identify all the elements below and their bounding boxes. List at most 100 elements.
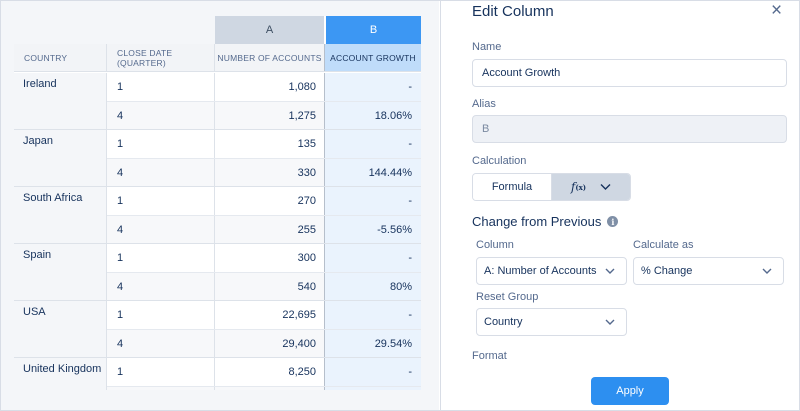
apply-button[interactable]: Apply xyxy=(591,377,669,405)
table-row[interactable]: 1 1,080- xyxy=(107,73,421,101)
growth-cell[interactable]: - xyxy=(325,244,421,272)
table-row[interactable]: 1 270- xyxy=(107,187,421,215)
accounts-cell[interactable] xyxy=(215,387,325,390)
country-cell[interactable]: USA xyxy=(14,301,107,357)
header-close-date[interactable]: CLOSE DATE (QUARTER) xyxy=(107,44,215,71)
accounts-cell[interactable]: 270 xyxy=(215,187,325,215)
country-group: USA 1 22,695-4 29,400 29.54% xyxy=(14,301,421,358)
change-from-previous-heading: Change from Previous i xyxy=(472,214,619,229)
function-icon: f(x) xyxy=(570,180,587,194)
growth-cell[interactable]: - xyxy=(325,73,421,101)
country-group: Spain 1 300-4 540 80% xyxy=(14,244,421,301)
growth-cell[interactable]: 144.44% xyxy=(325,159,421,186)
table-row[interactable]: 4 540 80% xyxy=(107,272,421,300)
table-row[interactable]: 4 255 -5.56% xyxy=(107,215,421,243)
country-group: South Africa 1 270-4 255 -5.56% xyxy=(14,187,421,244)
name-label: Name xyxy=(472,41,502,53)
quarter-cell[interactable]: 1 xyxy=(107,358,215,386)
reset-group-select[interactable]: Country xyxy=(476,308,627,336)
country-cell[interactable]: Ireland xyxy=(14,73,107,129)
quarter-cell[interactable]: 1 xyxy=(107,244,215,272)
quarter-cell[interactable]: 4 xyxy=(107,216,215,243)
country-group: Ireland 1 1,080-4 1,275 18.06% xyxy=(14,73,421,130)
calculate-as-label: Calculate as xyxy=(633,239,694,251)
calculate-as-select[interactable]: % Change xyxy=(633,257,784,285)
table-area: A B COUNTRY CLOSE DATE (QUARTER) NUMBER … xyxy=(1,1,439,410)
column-letter-b[interactable]: B xyxy=(326,16,421,44)
growth-cell[interactable]: -5.56% xyxy=(325,216,421,243)
header-country[interactable]: COUNTRY xyxy=(14,44,107,71)
accounts-cell[interactable]: 300 xyxy=(215,244,325,272)
quarter-cell[interactable]: 4 xyxy=(107,102,215,129)
chevron-down-icon xyxy=(600,184,611,190)
function-button[interactable]: f(x) xyxy=(552,174,630,200)
quarter-cell[interactable]: 4 xyxy=(107,273,215,300)
calculation-toggle: Formula f(x) xyxy=(472,173,631,201)
section-title: Change from Previous xyxy=(472,214,602,229)
panel-title: Edit Column xyxy=(472,3,554,20)
table-body: Ireland 1 1,080-4 1,275 18.06% Japan 1 135-4 330… xyxy=(14,73,421,390)
table-row[interactable]: 1 22,695- xyxy=(107,301,421,329)
reset-group-value: Country xyxy=(484,316,523,328)
quarter-cell[interactable]: 1 xyxy=(107,301,215,329)
table-row[interactable]: 4 29,400 29.54% xyxy=(107,329,421,357)
growth-cell[interactable]: 80% xyxy=(325,273,421,300)
table-row[interactable]: 1 300- xyxy=(107,244,421,272)
country-group: United Kingdom 1 8,250- xyxy=(14,358,421,390)
accounts-cell[interactable]: 540 xyxy=(215,273,325,300)
column-select[interactable]: A: Number of Accounts xyxy=(476,257,627,285)
growth-cell[interactable]: 18.06% xyxy=(325,102,421,129)
growth-cell[interactable]: - xyxy=(325,358,421,386)
table-row[interactable] xyxy=(107,386,421,390)
quarter-cell[interactable]: 1 xyxy=(107,187,215,215)
country-group: Japan 1 135-4 330 144.44% xyxy=(14,130,421,187)
name-input[interactable]: Account Growth xyxy=(472,59,787,87)
accounts-cell[interactable]: 22,695 xyxy=(215,301,325,329)
table-row[interactable]: 4 330 144.44% xyxy=(107,158,421,186)
column-letter-a[interactable]: A xyxy=(215,16,325,44)
quarter-cell[interactable] xyxy=(107,387,215,390)
table-row[interactable]: 1 135- xyxy=(107,130,421,158)
accounts-cell[interactable]: 135 xyxy=(215,130,325,158)
accounts-cell[interactable]: 8,250 xyxy=(215,358,325,386)
accounts-cell[interactable]: 29,400 xyxy=(215,330,325,357)
accounts-cell[interactable]: 255 xyxy=(215,216,325,243)
quarter-cell[interactable]: 1 xyxy=(107,73,215,101)
header-account-growth[interactable]: ACCOUNT GROWTH xyxy=(325,44,421,71)
column-select-value: A: Number of Accounts xyxy=(484,265,597,277)
country-cell[interactable]: United Kingdom xyxy=(14,358,107,390)
close-icon[interactable]: × xyxy=(771,0,783,21)
growth-cell[interactable] xyxy=(325,387,421,390)
alias-label: Alias xyxy=(472,98,496,110)
edit-column-panel: Edit Column × Name Account Growth Alias … xyxy=(440,1,799,410)
growth-cell[interactable]: - xyxy=(325,130,421,158)
growth-cell[interactable]: - xyxy=(325,187,421,215)
country-cell[interactable]: Japan xyxy=(14,130,107,186)
chevron-down-icon xyxy=(605,268,615,274)
growth-cell[interactable]: - xyxy=(325,301,421,329)
chevron-down-icon xyxy=(762,268,772,274)
table-row[interactable]: 4 1,275 18.06% xyxy=(107,101,421,129)
reset-group-label: Reset Group xyxy=(476,291,539,303)
header-number-of-accounts[interactable]: NUMBER OF ACCOUNTS xyxy=(215,44,325,71)
grid-corner xyxy=(14,16,215,44)
chevron-down-icon xyxy=(605,319,615,325)
accounts-cell[interactable]: 1,080 xyxy=(215,73,325,101)
quarter-cell[interactable]: 4 xyxy=(107,159,215,186)
column-label: Column xyxy=(476,239,514,251)
format-label: Format xyxy=(472,350,507,362)
accounts-cell[interactable]: 330 xyxy=(215,159,325,186)
info-icon[interactable]: i xyxy=(607,216,619,227)
quarter-cell[interactable]: 4 xyxy=(107,330,215,357)
growth-cell[interactable]: 29.54% xyxy=(325,330,421,357)
formula-button[interactable]: Formula xyxy=(473,174,552,200)
quarter-cell[interactable]: 1 xyxy=(107,130,215,158)
country-cell[interactable]: Spain xyxy=(14,244,107,300)
data-grid: A B COUNTRY CLOSE DATE (QUARTER) NUMBER … xyxy=(14,16,421,390)
country-cell[interactable]: South Africa xyxy=(14,187,107,243)
header-row: COUNTRY CLOSE DATE (QUARTER) NUMBER OF A… xyxy=(14,44,421,72)
table-row[interactable]: 1 8,250- xyxy=(107,358,421,386)
alias-input: B xyxy=(472,115,787,143)
accounts-cell[interactable]: 1,275 xyxy=(215,102,325,129)
calculate-as-value: % Change xyxy=(641,265,693,277)
